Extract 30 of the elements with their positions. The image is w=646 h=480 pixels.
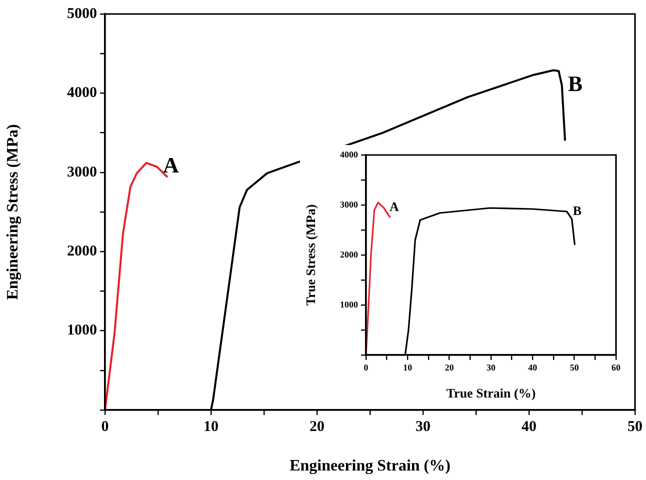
x-tick-label: 10	[204, 418, 218, 435]
x-tick-label: 20	[310, 418, 324, 435]
x-tick-label: 50	[570, 362, 580, 373]
y-tick-label: 4000	[340, 149, 358, 160]
x-tick-label: 60	[612, 362, 621, 373]
y-tick-label: 4000	[67, 85, 97, 102]
series-label: B	[572, 202, 582, 218]
series-label: A	[162, 152, 179, 178]
y-tick-label: 1000	[67, 322, 97, 339]
x-axis-title: True Strain (%)	[446, 386, 536, 401]
x-tick-label: 0	[101, 418, 109, 435]
y-tick-label: 3000	[67, 164, 97, 180]
x-tick-label: 30	[416, 418, 430, 435]
y-tick-label: 5000	[67, 6, 97, 22]
y-tick-label: 3000	[340, 199, 358, 210]
y-tick-label: 2000	[67, 243, 97, 260]
x-tick-label: 40	[522, 418, 536, 435]
y-tick-label: 1000	[340, 299, 358, 310]
x-tick-label: 10	[403, 362, 413, 373]
x-axis-title: Engineering Strain (%)	[290, 458, 450, 475]
x-tick-label: 30	[486, 362, 496, 373]
x-tick-label: 0	[364, 362, 369, 373]
x-tick-label: 20	[444, 362, 454, 373]
series-label: A	[390, 198, 400, 214]
y-axis-title: Engineering Stress (MPa)	[4, 124, 22, 300]
series-label: B	[568, 70, 583, 96]
y-axis-title: True Stress (MPa)	[303, 204, 318, 306]
y-tick-label: 2000	[340, 249, 358, 260]
x-tick-label: 50	[628, 418, 642, 435]
x-tick-label: 40	[528, 362, 538, 373]
